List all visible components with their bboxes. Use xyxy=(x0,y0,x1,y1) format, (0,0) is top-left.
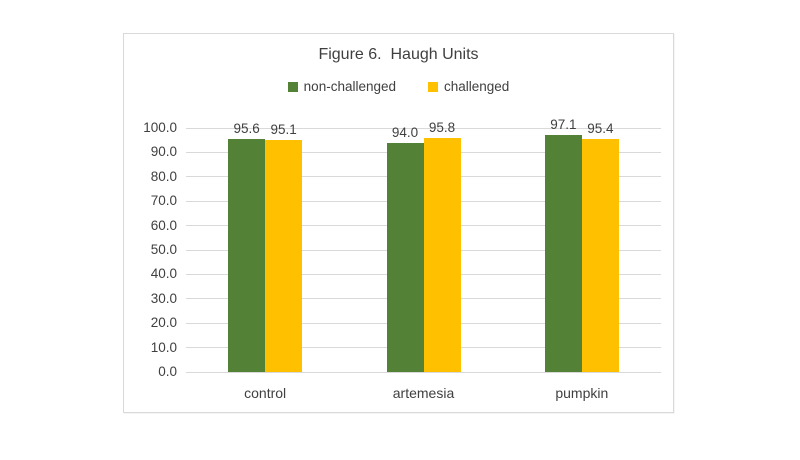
y-tick-label: 90.0 xyxy=(150,144,177,160)
y-tick-label: 40.0 xyxy=(150,266,177,282)
chart-title: Figure 6. Haugh Units xyxy=(318,46,479,63)
legend-label-challenged: challenged xyxy=(444,79,510,94)
bar-non-challenged-control: 95.6 xyxy=(228,121,266,372)
bar-challenged-artemesia: 95.8 xyxy=(423,120,461,372)
y-tick-label: 70.0 xyxy=(150,193,177,209)
chart-legend: non-challenged challenged xyxy=(124,79,673,94)
gridline xyxy=(186,127,661,129)
bar-value-label: 95.4 xyxy=(587,121,614,137)
y-tick-label: 30.0 xyxy=(150,290,177,306)
y-tick-label: 0.0 xyxy=(158,364,177,379)
x-tick-label-artemesia: artemesia xyxy=(392,385,455,401)
bar-value-label: 95.8 xyxy=(428,120,456,136)
y-tick-label: 60.0 xyxy=(150,217,177,233)
x-tick-label-control: control xyxy=(244,385,287,401)
y-tick-label: 100.0 xyxy=(143,120,177,135)
bar-value-label: 95.6 xyxy=(233,120,260,136)
bar-non-challenged-artemesia: 94.0 xyxy=(386,125,424,372)
y-tick-label: 80.0 xyxy=(150,168,177,184)
legend-swatch-challenged xyxy=(428,81,438,92)
bar-value-label: 97.1 xyxy=(550,117,577,133)
bar-challenged-pumpkin: 95.4 xyxy=(581,121,619,372)
gridline xyxy=(186,371,661,373)
chart-card: Figure 6. Haugh Units non-challenged chal… xyxy=(123,33,674,413)
bar-challenged-control: 95.1 xyxy=(265,122,303,372)
y-tick-label: 10.0 xyxy=(150,339,177,355)
bar-value-label: 94.0 xyxy=(391,124,419,140)
x-tick-label-pumpkin: pumpkin xyxy=(555,385,609,401)
legend-item-challenged: challenged xyxy=(428,79,509,94)
legend-swatch-non-challenged xyxy=(287,81,298,92)
legend-label-non-challenged: non-challenged xyxy=(303,79,396,94)
bar-non-challenged-pumpkin: 97.1 xyxy=(544,117,582,372)
y-tick-label: 50.0 xyxy=(150,242,177,257)
legend-item-non-challenged: non-challenged xyxy=(287,79,396,94)
plot-area: 0.0 10.0 20.0 30.0 40.0 50.0 60.0 70.0 80.0 90.0 1… xyxy=(143,117,661,401)
bar-value-label: 95.1 xyxy=(270,121,297,137)
y-tick-label: 20.0 xyxy=(150,315,177,331)
